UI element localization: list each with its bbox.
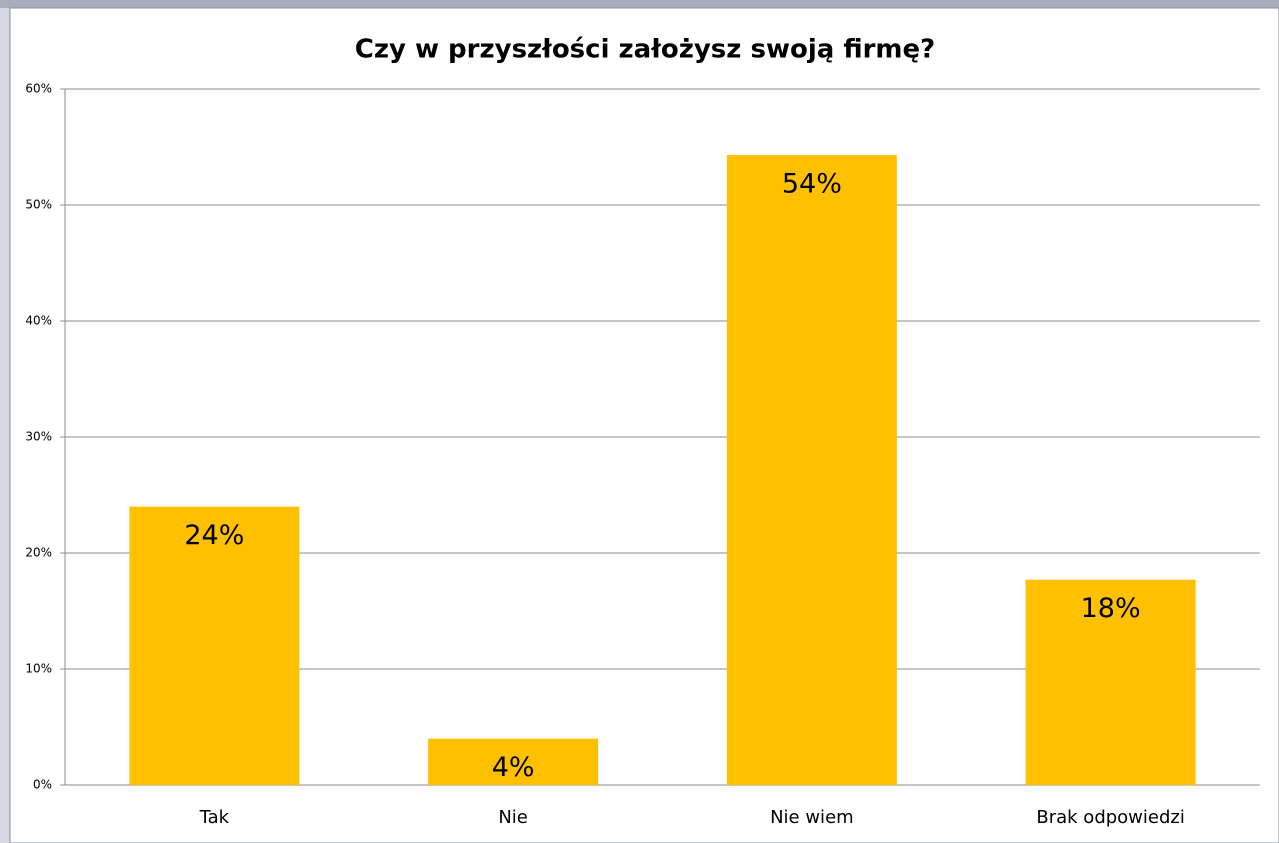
y-tick-label: 0% bbox=[33, 778, 52, 792]
data-label: 54% bbox=[782, 169, 842, 200]
y-tick-label: 10% bbox=[25, 662, 52, 676]
data-label: 4% bbox=[492, 752, 535, 783]
bar bbox=[428, 738, 599, 785]
x-tick-label: Nie wiem bbox=[770, 807, 854, 828]
bar bbox=[726, 155, 897, 785]
chart-title: Czy w przyszłości założysz swoją firmę? bbox=[355, 35, 935, 65]
sheet-header bbox=[0, 0, 1279, 8]
data-label: 24% bbox=[184, 520, 244, 551]
data-label: 18% bbox=[1081, 593, 1141, 624]
y-tick-label: 50% bbox=[25, 198, 52, 212]
x-tick-label: Brak odpowiedzi bbox=[1036, 807, 1184, 828]
x-tick-label: Tak bbox=[199, 807, 230, 828]
x-tick-label: Nie bbox=[498, 807, 528, 828]
y-tick-label: 60% bbox=[25, 82, 52, 96]
bar bbox=[129, 506, 300, 785]
y-tick-label: 20% bbox=[25, 546, 52, 560]
y-tick-label: 30% bbox=[25, 430, 52, 444]
y-tick-label: 40% bbox=[25, 314, 52, 328]
bar bbox=[1025, 579, 1196, 785]
